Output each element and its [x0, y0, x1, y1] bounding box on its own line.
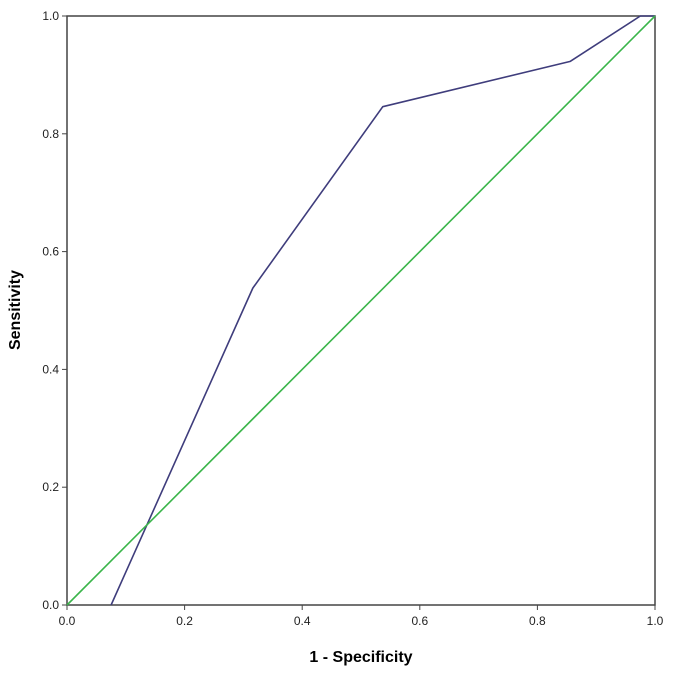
- x-tick-label: 0.6: [411, 614, 428, 628]
- y-axis: 0.0 0.2 0.4 0.6 0.8 1.0: [42, 9, 67, 612]
- y-tick-label: 0.4: [42, 362, 59, 376]
- x-tick-label: 1.0: [647, 614, 664, 628]
- reference-line: [66, 15, 656, 606]
- x-tick-label: 0.4: [294, 614, 311, 628]
- x-tick-label: 0.0: [59, 614, 76, 628]
- y-tick-label: 1.0: [42, 9, 59, 23]
- y-tick-label: 0.2: [42, 480, 59, 494]
- x-axis: 0.0 0.2 0.4 0.6 0.8 1.0: [59, 605, 664, 628]
- y-axis-title: Sensitivity: [7, 270, 24, 350]
- y-tick-label: 0.8: [42, 127, 59, 141]
- y-tick-label: 0.0: [42, 598, 59, 612]
- roc-curve-line: [110, 15, 655, 606]
- x-tick-label: 0.2: [176, 614, 193, 628]
- y-tick-label: 0.6: [42, 245, 59, 259]
- series-layer: [66, 15, 656, 606]
- x-tick-label: 0.8: [529, 614, 546, 628]
- x-axis-title: 1 - Specificity: [309, 649, 412, 666]
